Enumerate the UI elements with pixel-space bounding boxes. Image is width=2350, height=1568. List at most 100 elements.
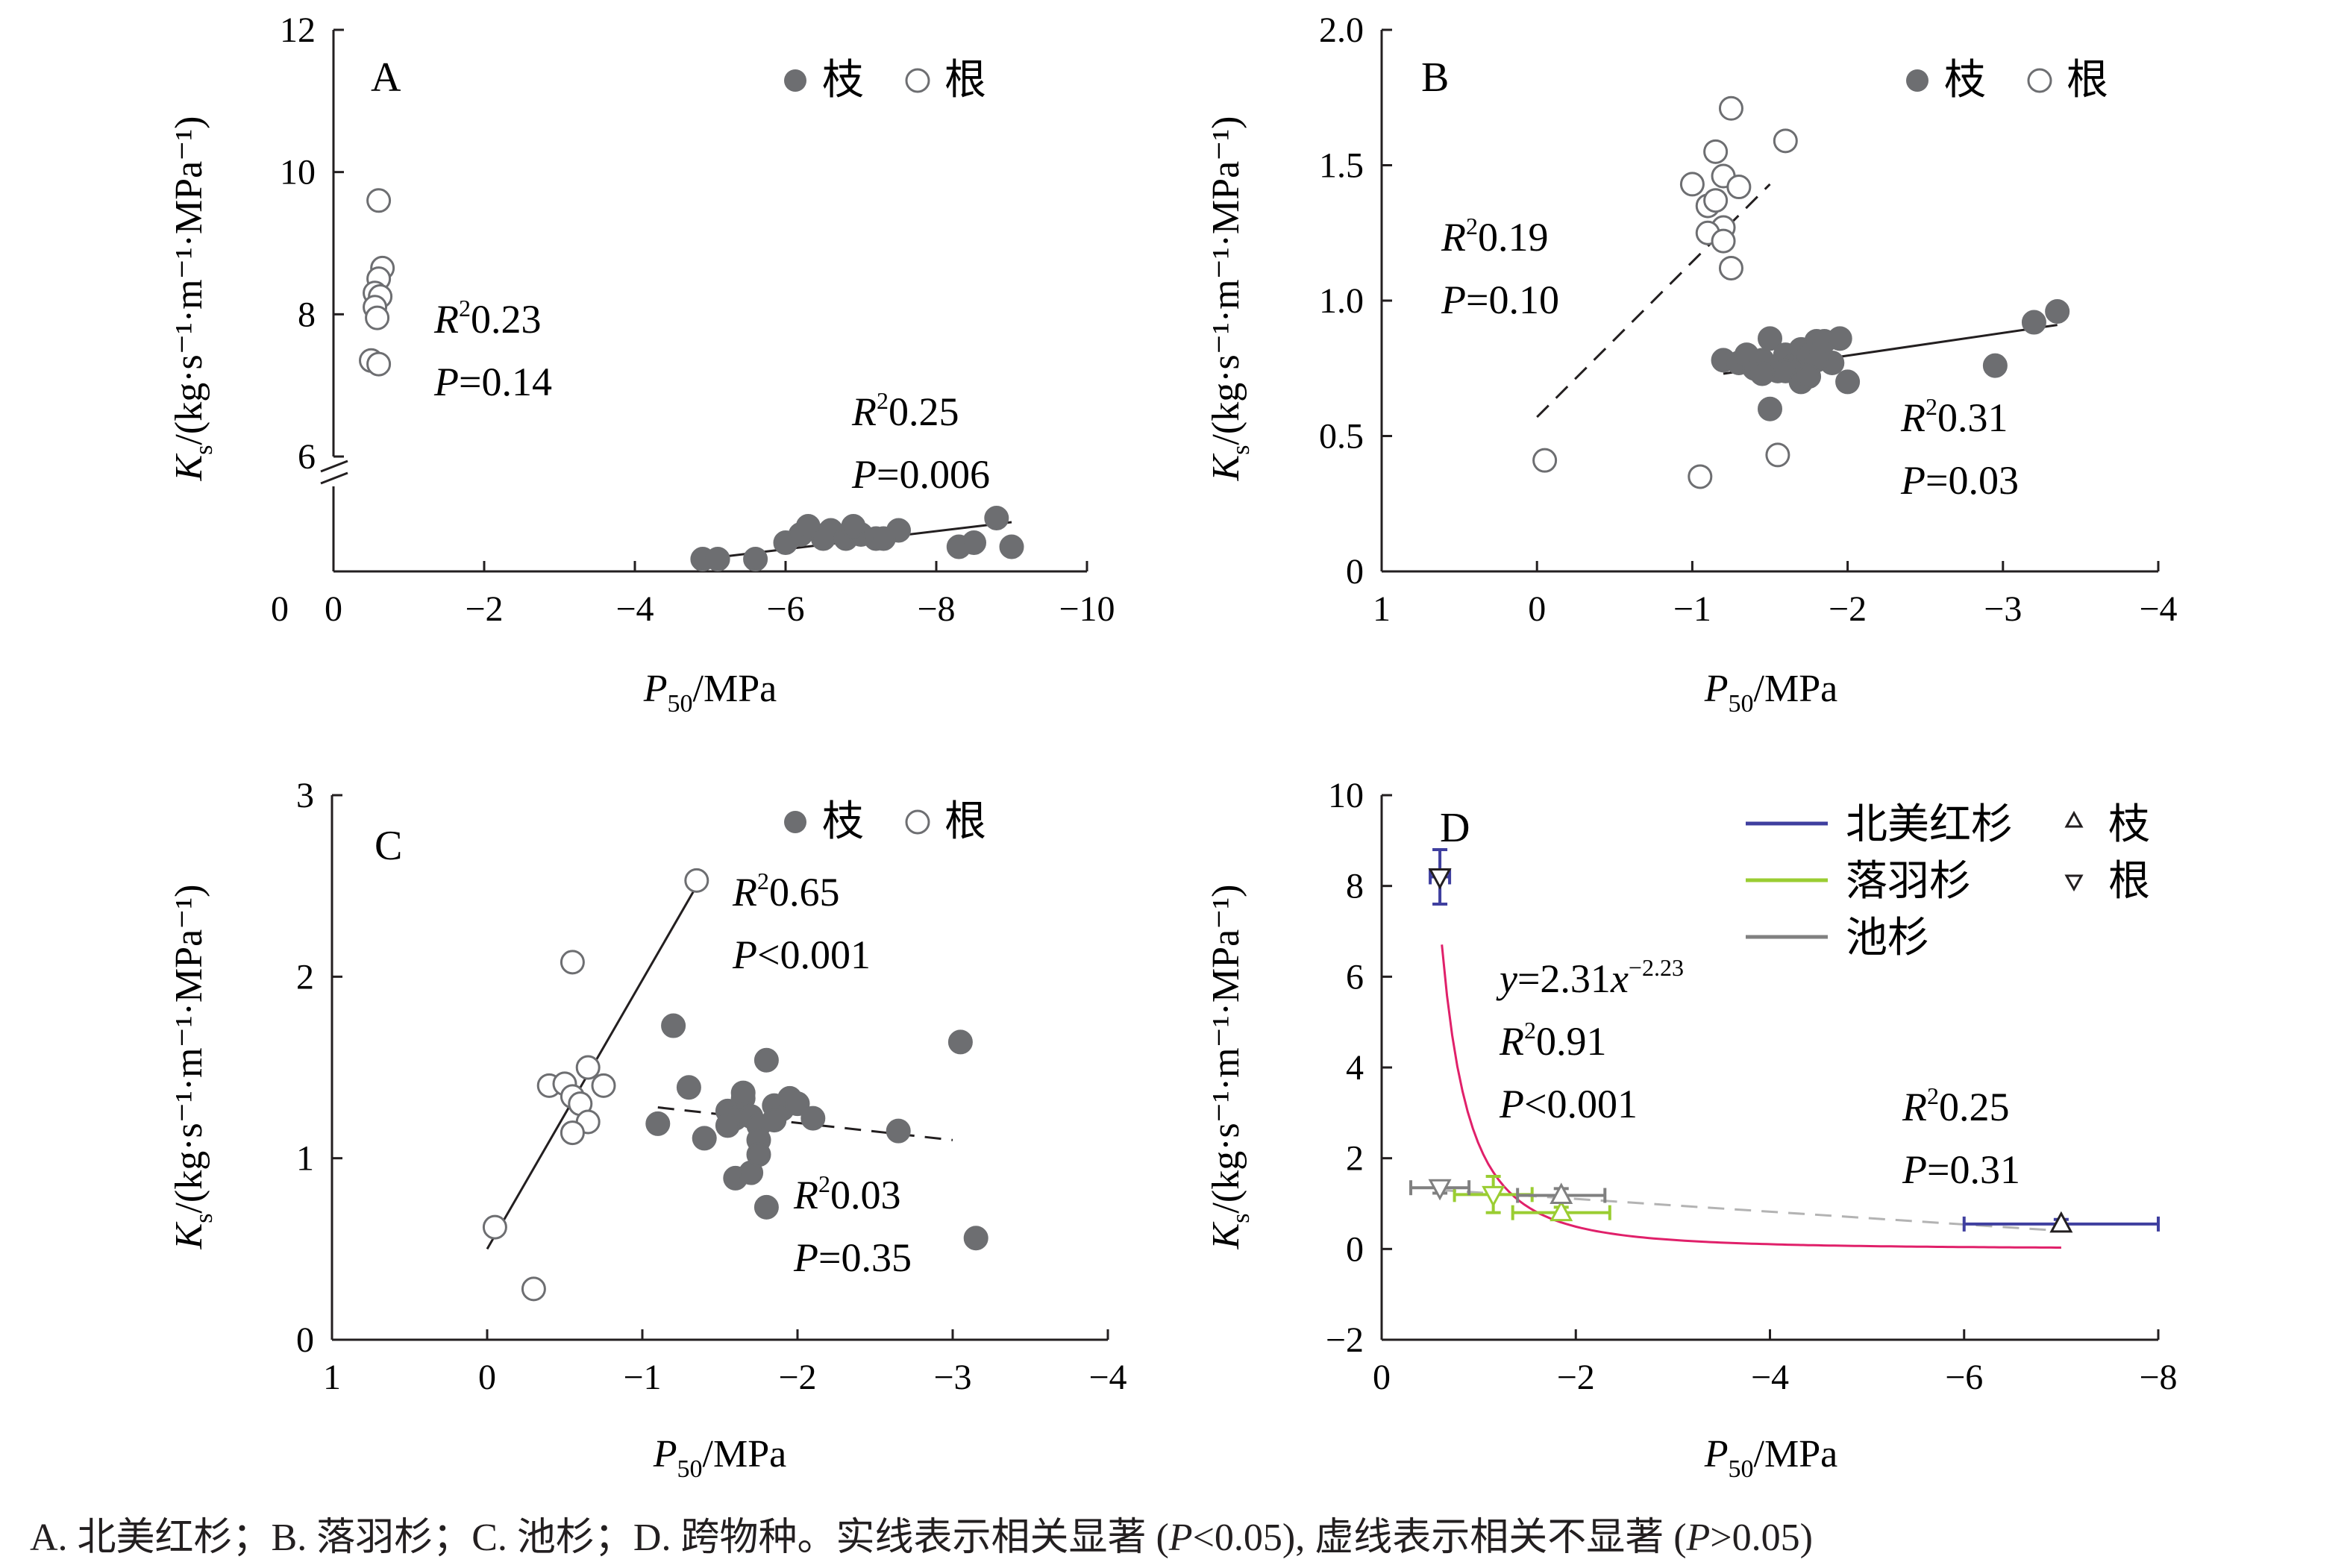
branch-point <box>692 1126 717 1151</box>
x-tick-label: −4 <box>2139 589 2177 629</box>
root-point <box>560 950 585 975</box>
branch-point <box>999 534 1024 559</box>
legend-branch-label: 枝 <box>822 799 864 845</box>
x-tick-label: −8 <box>917 589 955 629</box>
y-tick-label: 10 <box>280 153 316 192</box>
legend-branch-label: 枝 <box>822 57 864 104</box>
x-tick-label: −4 <box>615 589 654 629</box>
stat-r2: R20.31 <box>1900 393 2008 440</box>
legend-branch-label: 枝 <box>2108 802 2150 848</box>
legend-root-label: 根 <box>944 57 986 104</box>
legend-root-marker <box>905 68 930 93</box>
root-point <box>684 868 709 893</box>
x-tick-label: −3 <box>1984 589 2022 629</box>
y-tick-label: −2 <box>1326 1320 1364 1360</box>
stat-r2: R20.65 <box>732 868 840 915</box>
x-tick-label: −6 <box>766 589 804 629</box>
x-tick-label: 0 <box>1373 1358 1391 1397</box>
x-tick-label: −2 <box>1557 1358 1595 1397</box>
branch-point <box>1835 369 1861 395</box>
legend-root-label: 根 <box>2108 859 2150 905</box>
root-point <box>521 1276 546 1302</box>
branch-point <box>2045 299 2070 324</box>
branch-point <box>746 1142 771 1167</box>
branch-point <box>2021 310 2046 335</box>
y-axis-label: Ks/(kg·s⁻¹·m⁻¹·MPa⁻¹) <box>1205 116 1255 482</box>
legend-root-marker <box>905 809 930 835</box>
x-tick-label: 0 <box>1528 589 1546 629</box>
y-tick-label: 4 <box>1346 1048 1364 1088</box>
stat-p: P=0.31 <box>1902 1147 2020 1192</box>
stat-r2: R20.25 <box>851 387 959 434</box>
y-tick-label: 1.0 <box>1319 281 1364 321</box>
panel-label-d: D <box>1440 805 1470 851</box>
x-tick-label: −2 <box>1829 589 1867 629</box>
branch-point <box>1758 326 1782 351</box>
panel-b: 1 0 −1 −2 −3 −400.51.01.52.0 B 枝 根 R20.19 P=0… <box>1205 10 2178 718</box>
y-tick-label: 0 <box>1346 552 1364 592</box>
y-tick-label: 8 <box>298 295 316 334</box>
root-point <box>366 351 392 377</box>
y-tick-label: 8 <box>1346 867 1364 906</box>
branch-point <box>730 1080 756 1106</box>
y-axis-label: Ks/(kg·s⁻¹·m⁻¹·MPa⁻¹) <box>1205 885 1255 1250</box>
x-tick-label: −8 <box>2139 1358 2177 1397</box>
stat-r2: R20.25 <box>1902 1082 2010 1129</box>
legend-root-label: 根 <box>2067 57 2108 104</box>
legend-root-marker <box>2027 68 2052 93</box>
panel-label-b: B <box>1421 54 1449 101</box>
y-tick-label: 12 <box>280 10 316 50</box>
stat-p: P<0.001 <box>1499 1082 1638 1126</box>
root-point <box>1679 172 1705 197</box>
root-point <box>1703 139 1729 164</box>
x-tick-label: −6 <box>1945 1358 1983 1397</box>
branch-point <box>753 1047 779 1073</box>
caption-text: A. 北美红杉；B. 落羽杉；C. 池杉；D. 跨物种。实线表示相关显著 ( <box>30 1517 1169 1559</box>
root-triangle-point <box>1428 1179 1452 1201</box>
branch-point <box>715 1113 740 1138</box>
branch-point <box>800 1106 826 1131</box>
legend-branch-marker <box>1906 69 1928 92</box>
branch-point <box>984 506 1009 530</box>
y-tick-label: 10 <box>1328 776 1364 815</box>
root-point <box>366 188 392 213</box>
x-tick-label: −10 <box>1059 589 1115 629</box>
branch-point <box>676 1075 701 1100</box>
branch-point <box>645 1111 671 1136</box>
fit-equation: y=2.31x−2.23 <box>1496 954 1684 1001</box>
branch-point <box>1749 361 1775 386</box>
fit-line <box>1536 183 1771 418</box>
root-point <box>1773 128 1798 154</box>
y-axis-label: Ks/(kg·s⁻¹·m⁻¹·MPa⁻¹) <box>168 116 218 482</box>
root-point <box>482 1214 507 1240</box>
stat-p: P=0.006 <box>851 452 990 497</box>
caption-p-symbol: P <box>1686 1517 1711 1559</box>
branch-point <box>705 547 730 571</box>
legend-branch-label: 枝 <box>1944 57 1986 104</box>
stat-r2: R20.91 <box>1499 1017 1607 1064</box>
stat-p: P=0.14 <box>433 360 552 404</box>
x-axis-label: P50/MPa <box>1704 668 1837 718</box>
y-tick-label: 6 <box>1346 957 1364 997</box>
x-tick-label: 0 <box>325 589 342 629</box>
x-axis-label: P50/MPa <box>653 1433 786 1483</box>
root-point <box>1703 188 1729 213</box>
y-tick-label: 2.0 <box>1319 10 1364 50</box>
x-tick-label: 1 <box>323 1358 341 1397</box>
branch-point <box>785 1091 810 1117</box>
legend-branch-triangle-icon <box>2064 810 2084 828</box>
y-tick-label: 1 <box>296 1139 314 1179</box>
x-tick-label: −4 <box>1088 1358 1127 1397</box>
figure-caption: A. 北美红杉；B. 落羽杉；C. 池杉；D. 跨物种。实线表示相关显著 (P<… <box>30 1505 2328 1561</box>
x-tick-label: −2 <box>465 589 503 629</box>
y-tick-label: 0.5 <box>1319 417 1364 457</box>
root-point <box>1532 448 1558 473</box>
x-tick-label: 0 <box>478 1358 496 1397</box>
x-tick-label: −2 <box>778 1358 816 1397</box>
caption-text: >0.05) <box>1710 1517 1813 1559</box>
root-point <box>1718 95 1743 121</box>
